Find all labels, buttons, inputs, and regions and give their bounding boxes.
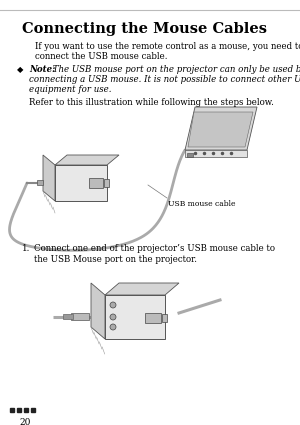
Polygon shape bbox=[185, 107, 257, 150]
Text: Refer to this illustration while following the steps below.: Refer to this illustration while followi… bbox=[29, 98, 274, 107]
Text: the USB Mouse port on the projector.: the USB Mouse port on the projector. bbox=[34, 255, 197, 264]
Polygon shape bbox=[105, 283, 179, 295]
Polygon shape bbox=[55, 155, 119, 165]
Polygon shape bbox=[91, 283, 105, 339]
Bar bbox=[104, 179, 109, 187]
Text: Connect one end of the projector’s USB mouse cable to: Connect one end of the projector’s USB m… bbox=[34, 244, 275, 253]
Circle shape bbox=[110, 324, 116, 330]
Bar bbox=[187, 153, 193, 157]
Text: ◆: ◆ bbox=[17, 65, 23, 74]
Bar bbox=[145, 313, 161, 323]
Polygon shape bbox=[43, 155, 55, 201]
Text: If you want to use the remote control as a mouse, you need to: If you want to use the remote control as… bbox=[35, 42, 300, 51]
Polygon shape bbox=[188, 112, 253, 147]
Text: connecting a USB mouse. It is not possible to connect other USB: connecting a USB mouse. It is not possib… bbox=[29, 75, 300, 84]
Bar bbox=[71, 313, 89, 320]
Bar bbox=[55, 165, 107, 201]
Circle shape bbox=[110, 314, 116, 320]
Bar bbox=[105, 295, 165, 339]
Text: Connecting the Mouse Cables: Connecting the Mouse Cables bbox=[22, 22, 267, 36]
Bar bbox=[89, 178, 103, 188]
Text: 1.: 1. bbox=[22, 244, 30, 253]
Text: USB mouse cable: USB mouse cable bbox=[168, 200, 236, 208]
Bar bbox=[63, 314, 73, 319]
Polygon shape bbox=[185, 150, 247, 157]
Text: equipment for use.: equipment for use. bbox=[29, 85, 112, 94]
Circle shape bbox=[110, 302, 116, 308]
Text: The USB mouse port on the projector can only be used by: The USB mouse port on the projector can … bbox=[50, 65, 300, 74]
Text: 20: 20 bbox=[19, 418, 30, 425]
Text: connect the USB mouse cable.: connect the USB mouse cable. bbox=[35, 52, 167, 61]
Text: Note:: Note: bbox=[29, 65, 55, 74]
Bar bbox=[37, 180, 43, 185]
Bar bbox=[162, 314, 167, 322]
